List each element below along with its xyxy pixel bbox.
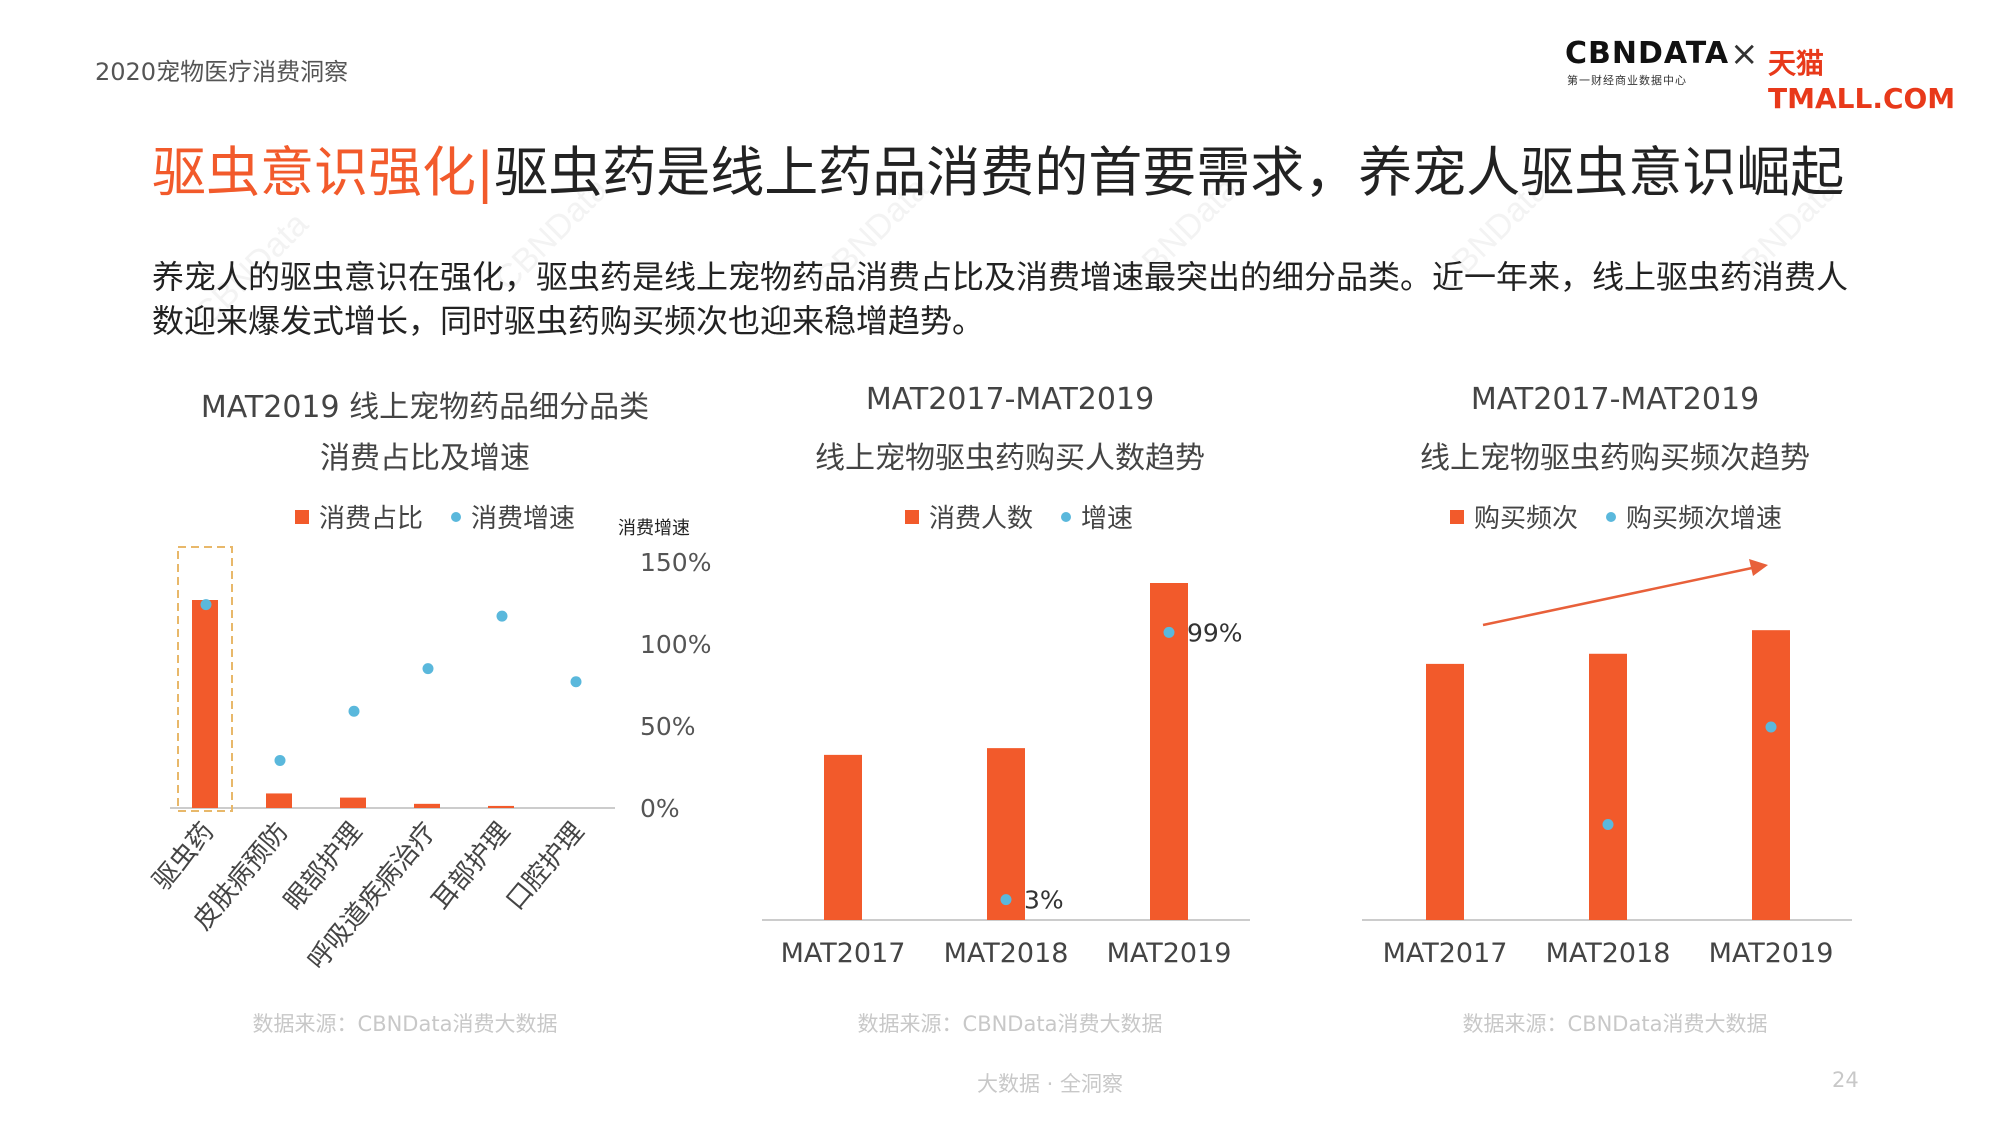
chart2-title-line1: MAT2017-MAT2019: [865, 382, 1155, 417]
chart1-y-tick: 150%: [640, 548, 711, 577]
chart2-source: 数据来源：CBNData消费大数据: [857, 1012, 1163, 1036]
chart1-x-tick: 耳部护理: [427, 817, 517, 916]
chart3-title-line1: MAT2017-MAT2019: [1470, 382, 1760, 417]
chart1-growth-point: [496, 610, 508, 622]
cross-icon: ×: [1730, 34, 1759, 74]
chart1-source: 数据来源：CBNData消费大数据: [252, 1012, 558, 1036]
legend-item: 消费占比: [319, 504, 424, 534]
trend-arrow-head: [1749, 559, 1768, 576]
chart3-growth-point: [1602, 818, 1614, 830]
chart1-right-axis-label: 消费增速: [618, 518, 690, 539]
legend-dot-swatch: [1606, 511, 1617, 522]
cbndata-logo: CBNDATA: [1565, 36, 1730, 71]
chart1-bar: [266, 793, 292, 808]
legend-item: 增速: [1081, 504, 1134, 534]
chart1-y-tick: 100%: [640, 630, 711, 659]
report-name: 2020宠物医疗消费洞察: [95, 58, 349, 86]
legend-dot-swatch: [1061, 511, 1072, 522]
legend-dot-swatch: [451, 511, 462, 522]
chart2-x-tick: MAT2017: [781, 938, 906, 969]
legend-item: 消费增速: [471, 504, 576, 534]
chart3-bar: [1589, 653, 1627, 920]
cbndata-logo-subtitle: 第一财经商业数据中心: [1567, 74, 1687, 87]
chart3-x-tick: MAT2017: [1383, 938, 1508, 969]
page-number: 24: [1832, 1068, 1859, 1092]
chart1-bar: [414, 803, 440, 808]
chart1-bar: [340, 797, 366, 808]
chart2-bar: [824, 754, 862, 920]
chart3-x-tick: MAT2019: [1709, 938, 1834, 969]
chart3-source: 数据来源：CBNData消费大数据: [1462, 1012, 1768, 1036]
title-rest: 驱虫药是线上药品消费的首要需求，养宠人驱虫意识崛起: [494, 141, 1845, 204]
chart2-title-line2: 线上宠物驱虫药购买人数趋势: [815, 441, 1205, 476]
chart3-legend: 购买频次 购买频次增速: [1450, 498, 1782, 535]
page-title: 驱虫意识强化|驱虫药是线上药品消费的首要需求，养宠人驱虫意识崛起: [152, 128, 1844, 207]
chart2-data-label: 3%: [1024, 886, 1064, 915]
chart2-growth-point: [1163, 626, 1175, 638]
chart3-x-tick: MAT2018: [1546, 938, 1671, 969]
chart3-bar: [1752, 630, 1790, 920]
chart1-growth-point: [422, 663, 434, 675]
footer-tagline: 大数据 · 全洞察: [976, 1072, 1124, 1096]
chart1-x-tick: 驱虫药: [147, 817, 220, 896]
chart1-x-tick: 口腔护理: [501, 817, 591, 916]
chart1-legend: 消费占比 消费增速: [295, 498, 575, 535]
chart2-x-tick: MAT2019: [1107, 938, 1232, 969]
chart1-growth-point: [274, 754, 286, 766]
chart1-y-tick: 50%: [640, 712, 696, 741]
chart3-bar: [1426, 663, 1464, 920]
trend-arrow-line: [1482, 566, 1753, 627]
chart1-y-tick: 0%: [640, 794, 680, 823]
chart1-title-line1: MAT2019 线上宠物药品细分品类: [200, 390, 650, 425]
legend-bar-swatch: [1450, 509, 1464, 524]
chart1-x-tick: 呼吸道疾病治疗: [302, 817, 442, 976]
chart1-growth-point: [348, 705, 360, 717]
tmall-logo: 天猫TMALL.COM: [1768, 47, 1956, 115]
chart2-growth-point: [1000, 894, 1012, 906]
chart1-growth-point: [200, 599, 212, 611]
chart1-bar: [488, 805, 514, 808]
legend-item: 消费人数: [929, 504, 1034, 534]
chart2-legend: 消费人数 增速: [905, 498, 1133, 535]
chart3-title-line2: 线上宠物驱虫药购买频次趋势: [1420, 441, 1810, 476]
chart2-bar: [987, 748, 1025, 920]
chart2-data-label: 99%: [1187, 618, 1243, 647]
summary-text: 养宠人的驱虫意识在强化，驱虫药是线上宠物药品消费占比及消费增速最突出的细分品类。…: [152, 258, 1849, 340]
chart1-highlight-box: [177, 546, 233, 812]
chart2-x-tick: MAT2018: [944, 938, 1069, 969]
chart1-bar: [192, 600, 218, 808]
chart1-title-line2: 消费占比及增速: [320, 441, 530, 476]
chart2-bar: [1150, 583, 1188, 920]
legend-bar-swatch: [295, 509, 309, 524]
chart3-growth-point: [1765, 721, 1777, 733]
title-highlight: 驱虫意识强化|: [152, 141, 495, 204]
chart1-growth-point: [570, 676, 582, 688]
legend-bar-swatch: [905, 509, 919, 524]
legend-item: 购买频次: [1474, 504, 1579, 534]
legend-item: 购买频次增速: [1626, 504, 1783, 534]
